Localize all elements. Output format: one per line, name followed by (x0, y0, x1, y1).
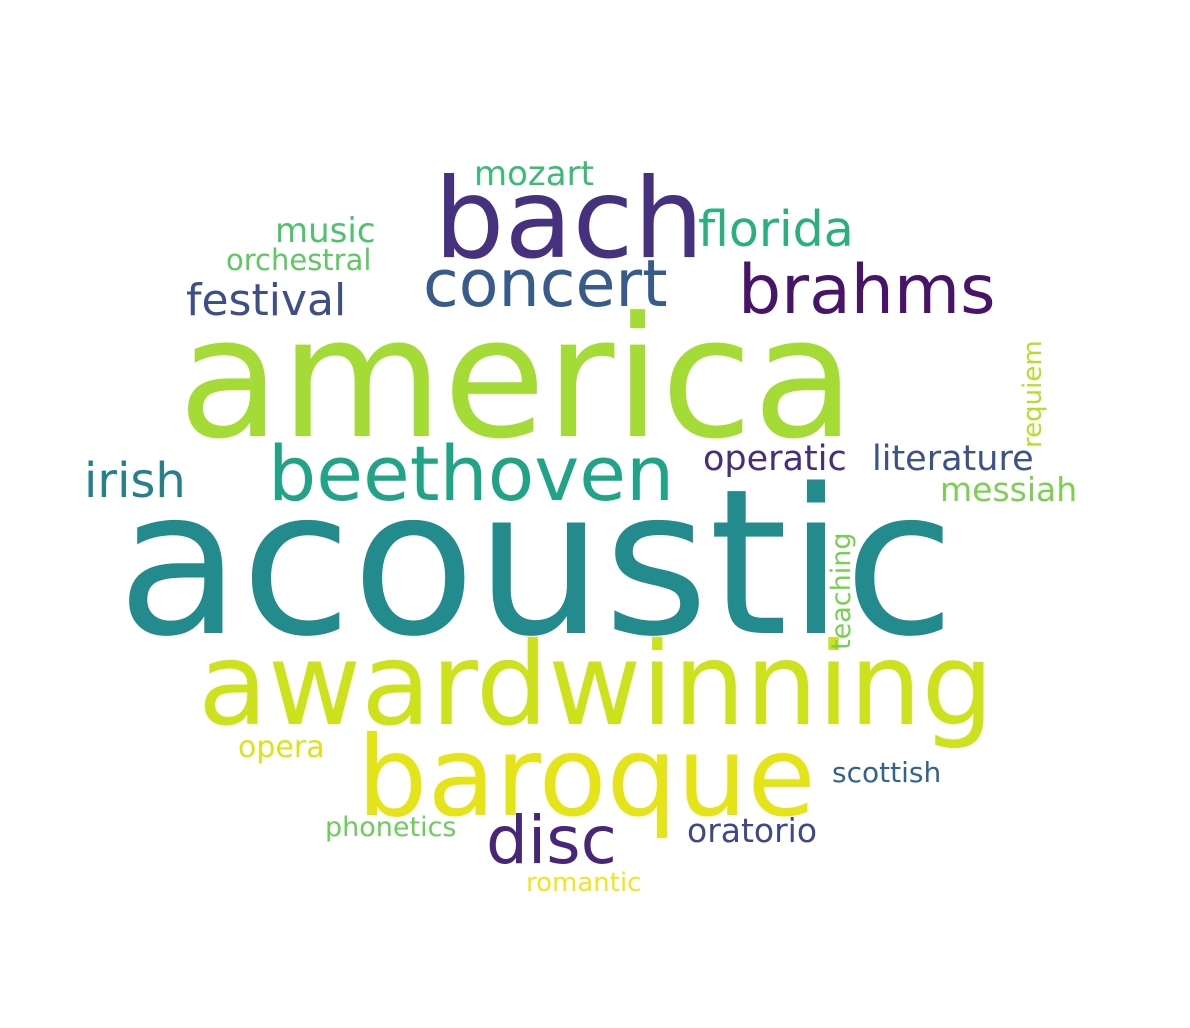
word-concert: concert (423, 247, 668, 322)
word-romantic: romantic (526, 868, 642, 898)
word-music: music (275, 211, 376, 251)
word-mozart: mozart (474, 154, 594, 194)
word-requiem: requiem (1018, 340, 1048, 448)
word-opera: opera (238, 730, 325, 765)
word-awardwinning: awardwinning (198, 618, 994, 751)
word-irish: irish (84, 453, 186, 509)
word-festival: festival (186, 275, 347, 326)
word-disc: disc (486, 802, 617, 879)
word-florida: florida (698, 201, 854, 258)
word-scottish: scottish (832, 756, 942, 789)
word-teaching: teaching (826, 532, 857, 650)
word-messiah: messiah (940, 470, 1078, 509)
word-bach: bach (434, 155, 704, 284)
word-baroque: baroque (357, 713, 816, 842)
word-america: america (178, 282, 855, 476)
word-literature: literature (872, 439, 1034, 479)
word-brahms: brahms (738, 251, 996, 330)
word-operatic: operatic (703, 439, 847, 479)
word-phonetics: phonetics (325, 812, 457, 843)
word-acoustic: acoustic (117, 445, 956, 681)
word-orchestral: orchestral (226, 243, 372, 277)
word-oratorio: oratorio (687, 811, 818, 850)
word-beethoven: beethoven (268, 429, 675, 518)
